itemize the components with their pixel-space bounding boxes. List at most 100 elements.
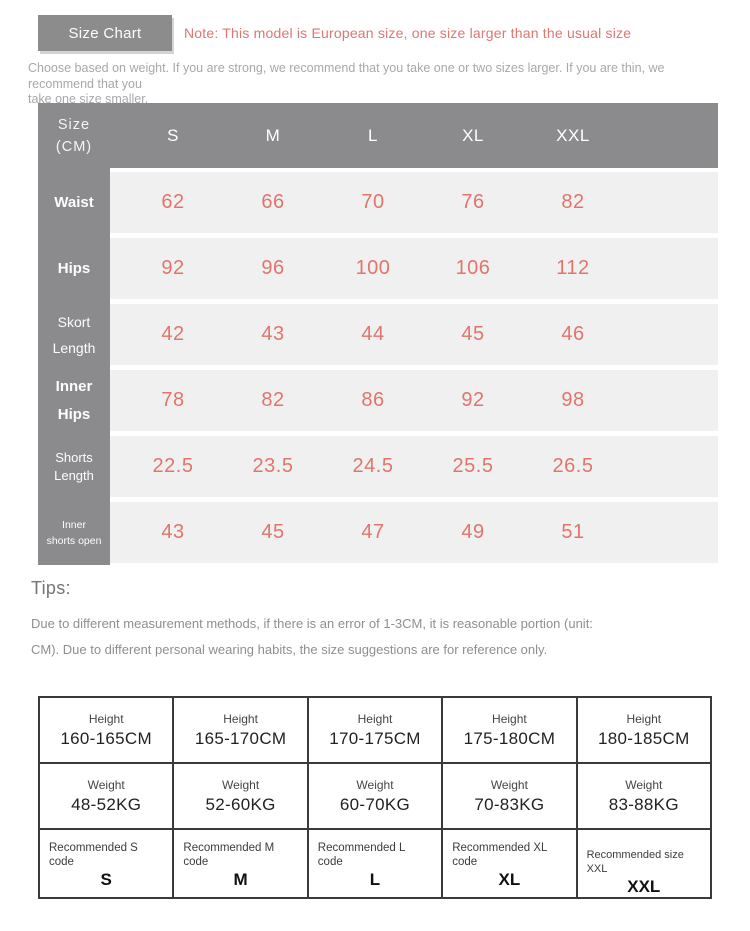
weight-cell: Weight 48-52KG <box>40 764 173 828</box>
cell-value: 43 <box>261 323 285 345</box>
cell-value: 22.5 <box>152 455 194 477</box>
recommendation-label: Recommended S code <box>49 842 138 868</box>
cell-value: 42 <box>161 323 185 345</box>
row-label-skort-length: Skort Length <box>52 313 96 356</box>
row-label-shorts-length: Shorts Length <box>54 449 94 483</box>
weight-cell: Weight 83-88KG <box>577 764 710 828</box>
cell-value: 25.5 <box>452 455 494 477</box>
cell-value: 106 <box>455 257 491 279</box>
row-values: 92 96 100 106 112 <box>110 238 718 299</box>
tips-heading: Tips: <box>31 578 71 598</box>
cell-value: 98 <box>561 389 585 411</box>
weight-range: 52-60KG <box>205 794 276 814</box>
row-values: 22.5 23.5 24.5 25.5 26.5 <box>110 436 718 497</box>
cell-value: 24.5 <box>352 455 394 477</box>
recommendation-cell: Recommended S code S <box>40 830 173 897</box>
weight-range: 48-52KG <box>71 794 142 814</box>
column-header-xl: XL <box>462 125 484 145</box>
weight-range: 70-83KG <box>474 794 545 814</box>
column-header-m: M <box>265 125 281 145</box>
size-table-header-row: Size (CM) S M L XL XXL <box>38 103 718 168</box>
cell-value: 82 <box>261 389 285 411</box>
height-range: 175-180CM <box>463 728 556 748</box>
cell-value: 92 <box>161 257 185 279</box>
weight-label: Weight <box>490 777 528 792</box>
recommendation-label: Recommended M code <box>183 842 275 868</box>
column-header-s: S <box>167 125 179 145</box>
height-label: Height <box>223 711 258 726</box>
recommended-size: XXL <box>627 877 661 896</box>
recommendation-label: Recommended XL code <box>452 842 548 868</box>
cell-value: 43 <box>161 521 185 543</box>
weight-cell: Weight 70-83KG <box>443 764 576 828</box>
height-label: Height <box>357 711 393 726</box>
table-row-inner-hips: Inner Hips 78 82 86 92 98 <box>38 370 718 431</box>
cell-value: 51 <box>561 521 585 543</box>
weight-label: Weight <box>356 777 394 792</box>
recommended-size: XL <box>498 870 521 889</box>
height-range: 160-165CM <box>60 728 152 748</box>
recommendation-cell: Recommended size XXL XXL <box>577 830 710 897</box>
height-cell: Height 175-180CM <box>443 698 576 762</box>
height-label: Height <box>492 711 527 726</box>
european-size-note: Note: This model is European size, one s… <box>184 25 632 41</box>
row-values: 42 43 44 45 46 <box>110 304 718 365</box>
cell-value: 23.5 <box>252 455 294 477</box>
recommended-size: M <box>233 870 248 889</box>
row-values: 43 45 47 49 51 <box>110 502 718 563</box>
cell-value: 76 <box>461 191 485 213</box>
label-column-background <box>38 103 110 565</box>
size-recommendation-table: Height 160-165CM Height 165-170CM Height… <box>38 696 712 899</box>
cell-value: 100 <box>355 257 391 279</box>
weight-range: 83-88KG <box>608 794 679 814</box>
height-range: 180-185CM <box>598 728 690 748</box>
cell-value: 86 <box>361 389 385 411</box>
cell-value: 44 <box>361 323 385 345</box>
recommendation-cell: Recommended XL code XL <box>443 830 576 897</box>
weight-advice-text: Choose based on weight. If you are stron… <box>28 61 665 106</box>
table-row-inner-shorts-open: Inner shorts open 43 45 47 49 51 <box>38 502 718 563</box>
cell-value: 45 <box>461 323 485 345</box>
row-values: 62 66 70 76 82 <box>110 172 718 233</box>
cell-value: 70 <box>361 191 385 213</box>
cell-value: 46 <box>561 323 585 345</box>
cell-value: 82 <box>561 191 585 213</box>
height-range: 170-175CM <box>329 728 421 748</box>
size-cm-corner-cell: Size (CM) <box>55 116 93 155</box>
height-range: 165-170CM <box>194 728 287 748</box>
size-chart-button: Size Chart <box>38 15 172 51</box>
table-row-skort-length: Skort Length 42 43 44 45 46 <box>38 304 718 365</box>
size-table-body: Waist 62 66 70 76 82 Hips 92 96 100 106 … <box>38 168 718 563</box>
recommended-size: L <box>369 870 381 889</box>
weight-label: Weight <box>625 777 663 792</box>
weight-cell: Weight 52-60KG <box>174 764 307 828</box>
cell-value: 47 <box>361 521 385 543</box>
cell-value: 78 <box>161 389 185 411</box>
table-row-hips: Hips 92 96 100 106 112 <box>38 238 718 299</box>
height-cell: Height 165-170CM <box>174 698 307 762</box>
recommendation-cell: Recommended L code L <box>308 830 442 897</box>
row-label-waist: Waist <box>54 194 94 211</box>
weight-label: Weight <box>222 777 260 792</box>
column-header-l: L <box>368 125 378 145</box>
table-row-waist: Waist 62 66 70 76 82 <box>38 172 718 233</box>
weight-range: 60-70KG <box>339 794 411 814</box>
tips-text: Due to different measurement methods, if… <box>31 616 593 657</box>
row-label-inner-shorts-open: Inner shorts open <box>46 518 102 547</box>
height-cell: Height 180-185CM <box>577 698 710 762</box>
cell-value: 45 <box>261 521 285 543</box>
row-label-hips: Hips <box>57 260 91 277</box>
row-label-inner-hips: Inner Hips <box>55 377 93 423</box>
table-row-shorts-length: Shorts Length 22.5 23.5 24.5 25.5 26.5 <box>38 436 718 497</box>
cell-value: 66 <box>261 191 285 213</box>
cell-value: 26.5 <box>552 455 594 477</box>
cell-value: 49 <box>461 521 485 543</box>
cell-value: 96 <box>261 257 285 279</box>
weight-cell: Weight 60-70KG <box>308 764 442 828</box>
height-label: Height <box>626 711 662 726</box>
recommendation-cell: Recommended M code M <box>174 830 307 897</box>
cell-value: 112 <box>556 257 590 279</box>
recommended-size: S <box>100 870 112 889</box>
recommendation-label: Recommended L code <box>317 842 406 868</box>
